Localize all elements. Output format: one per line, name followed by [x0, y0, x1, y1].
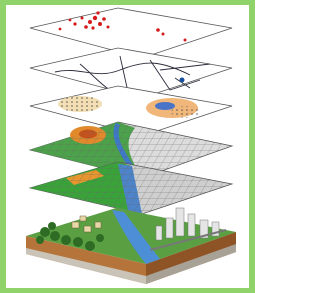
page: (() => { const data = JSON.parse(documen… [0, 0, 255, 293]
gis-layers-illustration [0, 0, 255, 293]
